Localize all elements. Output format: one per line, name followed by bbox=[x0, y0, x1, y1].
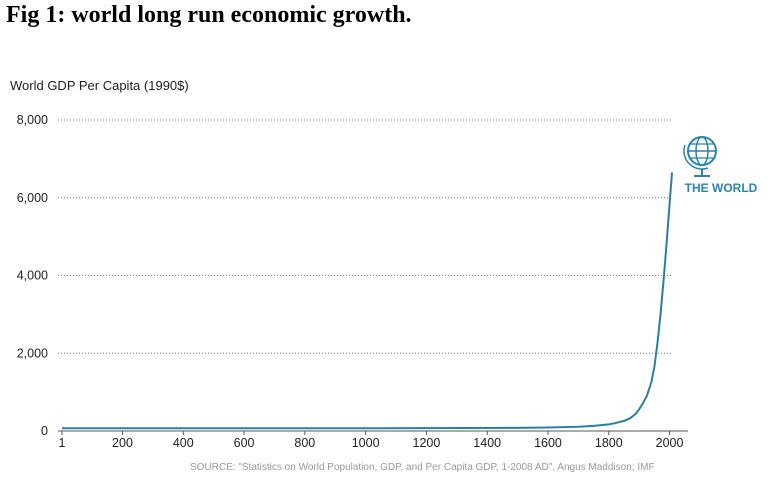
x-tick-marks bbox=[61, 431, 671, 435]
x-tick-label: 800 bbox=[294, 436, 315, 450]
x-tick-label: 1200 bbox=[413, 436, 441, 450]
x-tick-label: 600 bbox=[234, 436, 255, 450]
y-tick-label: 2,000 bbox=[17, 346, 48, 360]
y-tick-label: 6,000 bbox=[17, 191, 48, 205]
x-tick-label: 1 bbox=[59, 436, 66, 450]
figure-title: Fig 1: world long run economic growth. bbox=[6, 2, 412, 28]
x-tick-label: 400 bbox=[173, 436, 194, 450]
y-axis-title: World GDP Per Capita (1990$) bbox=[10, 78, 189, 93]
x-tick-label: 1800 bbox=[595, 436, 623, 450]
y-tick-labels: 0 2,000 4,000 6,000 8,000 bbox=[17, 113, 48, 438]
y-tick-label: 8,000 bbox=[17, 113, 48, 127]
source-note: SOURCE: "Statistics on World Population,… bbox=[190, 462, 655, 473]
y-tick-label: 4,000 bbox=[17, 269, 48, 283]
x-tick-label: 1400 bbox=[473, 436, 501, 450]
gdp-series-line bbox=[62, 172, 673, 430]
x-tick-label: 1000 bbox=[352, 436, 380, 450]
x-tick-labels: 1 200 400 600 800 1000 1200 1400 1600 1800 2000 bbox=[59, 436, 684, 450]
grid-lines bbox=[58, 119, 672, 354]
badge-label: THE WORLD bbox=[685, 181, 758, 195]
x-tick-label: 1600 bbox=[534, 436, 562, 450]
y-tick-label: 0 bbox=[41, 424, 48, 438]
globe-icon bbox=[683, 136, 717, 177]
x-tick-label: 2000 bbox=[656, 436, 684, 450]
x-tick-label: 200 bbox=[112, 436, 133, 450]
